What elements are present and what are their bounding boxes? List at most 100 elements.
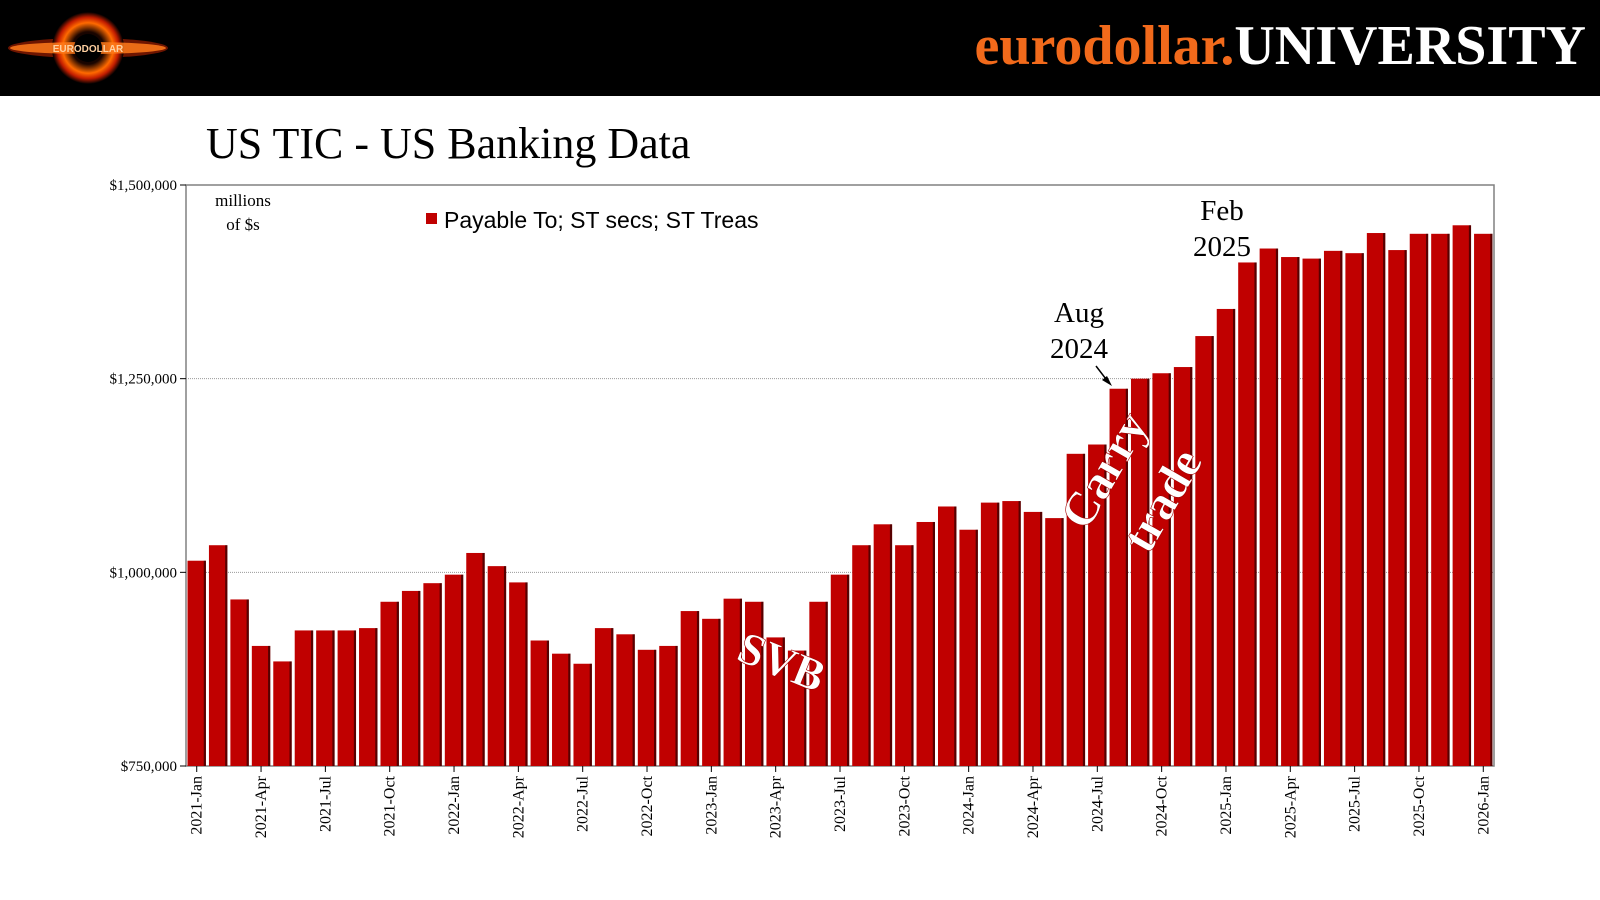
bar xyxy=(509,582,528,766)
bar-shadow xyxy=(332,630,335,766)
bar xyxy=(1388,250,1407,766)
bar-shadow xyxy=(418,590,421,766)
bar-shadow xyxy=(375,628,378,766)
bar xyxy=(680,611,700,766)
chart-title: US TIC - US Banking Data xyxy=(206,119,691,168)
bar xyxy=(208,545,228,766)
bar-shadow xyxy=(739,598,743,766)
x-tick-label: 2026-Jan xyxy=(1475,776,1492,835)
bar xyxy=(487,566,507,766)
bar-shadow xyxy=(825,601,828,766)
bar-shadow xyxy=(482,552,485,766)
bar-shadow xyxy=(1297,257,1300,766)
bar-shadow xyxy=(1318,258,1321,766)
x-tick-label: 2023-Jan xyxy=(703,776,720,835)
bar xyxy=(1281,257,1300,766)
x-tick-label: 2022-Oct xyxy=(639,775,656,836)
bar xyxy=(187,560,206,766)
bar-shadow xyxy=(461,574,464,766)
x-tick-label: 2023-Oct xyxy=(896,775,913,836)
bar xyxy=(1238,262,1257,766)
x-tick-label: 2023-Jul xyxy=(832,775,849,832)
bar-shadow xyxy=(804,650,807,766)
bar xyxy=(1002,501,1021,766)
bar xyxy=(1066,453,1086,766)
legend-swatch xyxy=(426,213,437,224)
bar-shadow xyxy=(1168,373,1171,766)
x-tick-label: 2021-Jan xyxy=(189,776,206,835)
feb-2025-year: 2025 xyxy=(1193,231,1251,263)
bar-shadow xyxy=(718,618,721,766)
bar-shadow xyxy=(1211,336,1214,766)
y-tick-label: $1,500,000 xyxy=(110,178,178,194)
bar-shadow xyxy=(889,524,893,766)
bar xyxy=(852,545,871,766)
bar xyxy=(1130,378,1150,766)
brand-eurodollar: eurodollar. xyxy=(974,15,1235,77)
bar xyxy=(980,502,1000,766)
bar-shadow xyxy=(932,521,935,766)
bar-shadow xyxy=(1040,511,1043,766)
bar-shadow xyxy=(911,545,914,766)
bar xyxy=(251,645,271,766)
legend-label: Payable To; ST secs; ST Treas xyxy=(444,207,759,233)
bar-shadow xyxy=(503,566,507,766)
aug-2024-label: Aug xyxy=(1054,297,1104,329)
bar-shadow xyxy=(847,574,850,766)
bar xyxy=(873,524,893,766)
bar-shadow xyxy=(997,502,1000,766)
x-tick-label: 2021-Jul xyxy=(317,775,334,832)
bar xyxy=(1152,373,1171,766)
bar xyxy=(359,628,378,766)
eurodollar-logo: EURODOLLAR xyxy=(4,4,172,92)
brand-title: eurodollar.UNIVERSITY xyxy=(975,10,1586,82)
bar xyxy=(809,601,828,766)
bar-shadow xyxy=(246,599,249,766)
svg-text:EURODOLLAR: EURODOLLAR xyxy=(53,44,124,55)
bar xyxy=(1109,388,1128,766)
bar-shadow xyxy=(954,506,957,766)
x-tick-label: 2022-Jan xyxy=(446,776,463,835)
bar xyxy=(444,574,464,766)
bar-shadow xyxy=(1447,233,1450,766)
x-tick-label: 2025-Jul xyxy=(1347,775,1364,832)
bar xyxy=(616,634,635,766)
bar xyxy=(637,649,657,766)
bar xyxy=(1259,248,1279,767)
x-tick-label: 2024-Jan xyxy=(961,776,978,835)
bar xyxy=(723,598,743,766)
bar-shadow xyxy=(1490,233,1493,766)
x-tick-label: 2024-Jul xyxy=(1089,775,1106,832)
bar xyxy=(830,574,850,766)
bar xyxy=(787,650,807,766)
header-banner: EURODOLLAR eurodollar.UNIVERSITY xyxy=(0,0,1600,96)
bar xyxy=(1045,518,1064,766)
x-tick-label: 2022-Jul xyxy=(575,775,592,832)
bar xyxy=(530,640,550,766)
bar xyxy=(401,590,421,766)
bar-shadow xyxy=(268,645,271,766)
bar-shadow xyxy=(654,649,657,766)
x-tick-label: 2024-Oct xyxy=(1154,775,1171,836)
bar xyxy=(230,599,249,766)
bar-shadow xyxy=(1061,518,1064,766)
bar-shadow xyxy=(546,640,550,766)
y-axis-label: of $s xyxy=(226,215,260,234)
bar-shadow xyxy=(1082,453,1086,766)
bar-shadow xyxy=(568,653,571,766)
bar-shadow xyxy=(525,582,528,766)
y-tick-label: $750,000 xyxy=(121,759,177,775)
x-tick-label: 2023-Apr xyxy=(768,775,785,838)
y-tick-label: $1,000,000 xyxy=(110,565,178,581)
bar-shadow xyxy=(868,545,871,766)
bar xyxy=(273,661,292,766)
bar xyxy=(1366,233,1386,767)
bar-shadow xyxy=(1425,233,1429,766)
x-tick-label: 2021-Apr xyxy=(253,775,270,838)
bar xyxy=(552,653,571,766)
x-tick-label: 2021-Oct xyxy=(382,775,399,836)
bar-shadow xyxy=(289,661,292,766)
bar-shadow xyxy=(675,645,678,766)
bar xyxy=(1088,444,1107,766)
